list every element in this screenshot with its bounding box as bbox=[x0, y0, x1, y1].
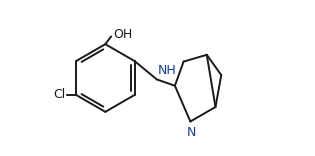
Text: N: N bbox=[186, 126, 196, 139]
Text: NH: NH bbox=[158, 64, 176, 77]
Text: Cl: Cl bbox=[53, 88, 66, 101]
Text: OH: OH bbox=[113, 28, 132, 41]
